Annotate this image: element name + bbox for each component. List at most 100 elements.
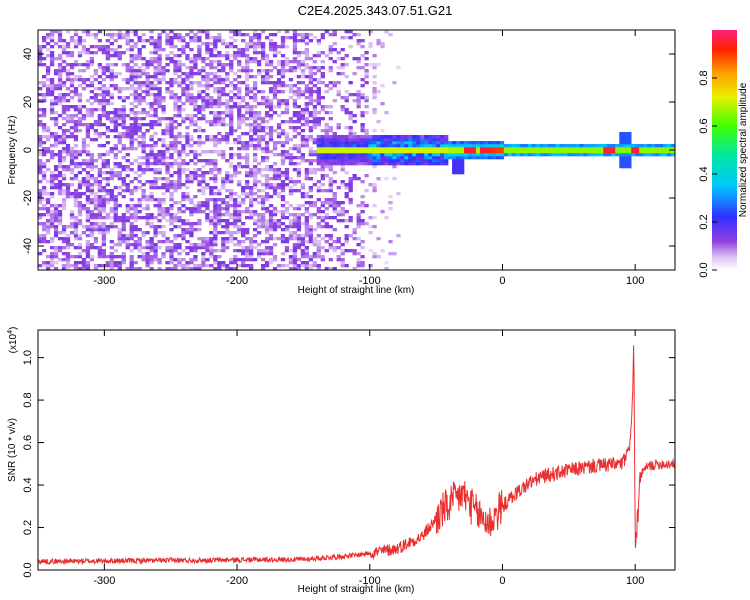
spectrogram-cell (61, 237, 67, 241)
spectrogram-cell (117, 171, 122, 175)
spectrogram-cell (173, 72, 178, 76)
spectrogram-cell (165, 267, 170, 271)
spectrogram-cell (535, 150, 540, 154)
spectrogram-cell (380, 153, 385, 157)
spectrogram-cell (368, 156, 373, 160)
spectrogram-cell (237, 225, 242, 229)
spectrogram-cell (256, 180, 262, 184)
spectrogram-cell (312, 36, 317, 40)
spectrogram-cell (141, 168, 146, 172)
spectrogram-cell (380, 102, 385, 106)
spectrogram-cell (53, 210, 59, 214)
spectrogram-cell (320, 129, 325, 133)
spectrogram-cell (436, 156, 441, 160)
spectrogram-cell (324, 165, 329, 169)
spectrogram-cell (193, 162, 198, 166)
spectrogram-cell (280, 39, 286, 43)
spectrogram-cell (137, 162, 142, 166)
spectrogram-cell (169, 120, 174, 124)
spectrogram-cell (201, 57, 206, 61)
spectrogram-cell (73, 63, 79, 67)
spectrogram-cell (332, 267, 337, 271)
spectrogram-cell (137, 180, 142, 184)
spectrogram-cell (121, 234, 126, 238)
spectrogram-cell (141, 192, 146, 196)
spectrogram-cell (316, 198, 321, 202)
spectrogram-cell (97, 99, 102, 103)
spectrogram-cell (165, 54, 170, 58)
spectrogram-cell (527, 153, 532, 157)
spectrogram-cell (372, 255, 377, 259)
spectrogram-cell (77, 99, 83, 103)
spectrogram-cell (185, 240, 190, 244)
spectrogram-cell (384, 30, 389, 34)
spectrogram-cell (161, 129, 166, 133)
spectrogram-cell (264, 114, 270, 118)
spectrogram-cell (49, 186, 55, 190)
spectrogram-cell (161, 183, 166, 187)
spectrogram-cell (268, 150, 274, 154)
spectrogram-cell (288, 192, 294, 196)
spectrogram-cell (249, 249, 254, 253)
spectrogram-cell (153, 249, 158, 253)
spectrogram-cell (129, 93, 134, 97)
spectrogram-cell (304, 240, 310, 244)
spectrogram-cell (153, 96, 158, 100)
spectrogram-cell (344, 147, 349, 151)
spectrogram-cell (137, 54, 142, 58)
spectrogram-cell (376, 39, 381, 43)
spectrogram-cell (181, 228, 186, 232)
spectrogram-cell (97, 210, 102, 214)
spectrogram-cell (639, 147, 644, 151)
spectrogram-cell (368, 225, 373, 229)
spectrogram-cell (113, 63, 118, 67)
spectrogram-cell (193, 96, 198, 100)
spectrogram-cell (304, 33, 310, 37)
spectrogram-cell (101, 240, 106, 244)
spectrogram-cell (280, 258, 286, 262)
spectrogram-cell (392, 177, 397, 181)
spectrogram-cell (101, 96, 106, 100)
spectrogram-cell (276, 225, 282, 229)
spectrogram-cell (81, 81, 87, 85)
spectrogram-cell (165, 168, 170, 172)
spectrogram-cell (65, 72, 71, 76)
spectrogram-cell (205, 138, 210, 142)
spectrogram-cell (260, 225, 266, 229)
spectrogram-cell (252, 198, 258, 202)
spectrogram-cell (229, 198, 234, 202)
spectrogram-cell (268, 63, 274, 67)
spectrogram-cell (249, 237, 254, 241)
spectrogram-cell (185, 267, 190, 271)
spectrogram-cell (205, 207, 210, 211)
spectrogram-cell (129, 126, 134, 130)
spectrogram-cell (85, 159, 91, 163)
spectrogram-cell (73, 156, 79, 160)
spectrogram-cell (153, 42, 158, 46)
spectrogram-cell (177, 114, 182, 118)
spectrogram-cell (49, 195, 55, 199)
spectrogram-cell (157, 153, 162, 157)
spectrogram-cell (145, 93, 150, 97)
spectrogram-cell (185, 252, 190, 256)
spectrogram-cell (304, 117, 310, 121)
spectrogram-cell (181, 264, 186, 268)
spectrogram-cell (256, 162, 262, 166)
spectrogram-cell (193, 228, 198, 232)
spectrogram-cell (57, 210, 63, 214)
spectrogram-cell (233, 210, 238, 214)
spectrogram-cell (213, 45, 218, 49)
spectrogram-cell (260, 195, 266, 199)
spectrogram-cell (260, 78, 266, 82)
spectrogram-cell (38, 87, 43, 91)
spectrogram-cell (280, 183, 286, 187)
spectrogram-cell (81, 177, 87, 181)
spectrogram-cell (245, 102, 250, 106)
spectrogram-cell (38, 207, 43, 211)
spectrogram-cell (173, 180, 178, 184)
spectrogram-cell (93, 72, 99, 76)
spectrogram-cell (65, 243, 71, 247)
spectrogram-cell (153, 180, 158, 184)
spectrogram-cell (296, 51, 302, 55)
spectrogram-cell (623, 150, 628, 154)
